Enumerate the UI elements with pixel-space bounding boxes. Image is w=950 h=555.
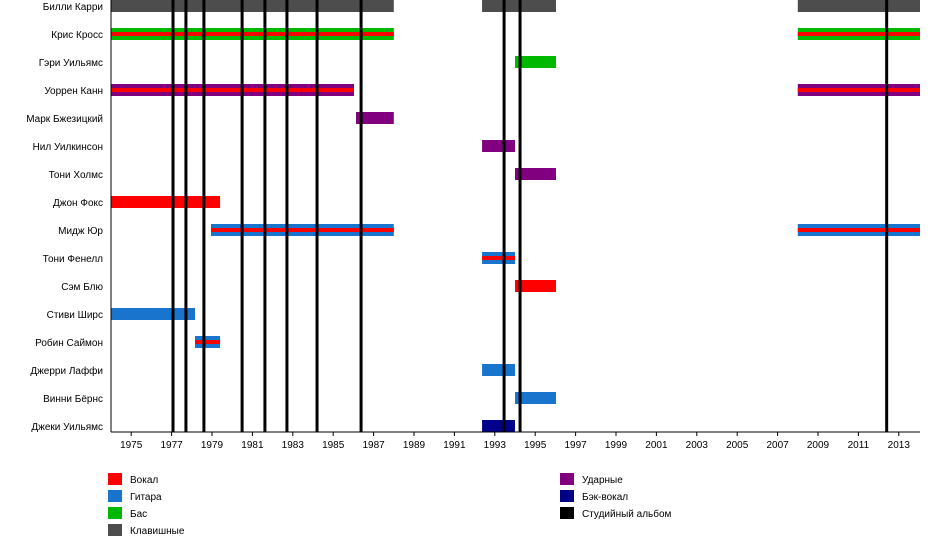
x-tick-label: 2013 — [888, 440, 911, 451]
bar-guitar — [482, 364, 515, 376]
member-label: Робин Саймон — [35, 337, 103, 349]
legend-label: Ударные — [582, 475, 623, 486]
bar-stripe-vocal — [210, 228, 394, 232]
legend-label: Клавишные — [130, 526, 185, 537]
member-label: Мидж Юр — [58, 226, 103, 237]
x-tick-label: 1991 — [443, 440, 466, 451]
x-tick-label: 1987 — [362, 440, 385, 451]
x-tick-label: 1981 — [241, 440, 264, 451]
bar-vocal — [111, 196, 221, 208]
member-label: Стиви Ширс — [47, 310, 103, 321]
x-tick-label: 1993 — [484, 440, 507, 451]
x-tick-label: 1995 — [524, 440, 547, 451]
member-label: Сэм Блю — [61, 282, 103, 293]
x-tick-label: 2003 — [686, 440, 709, 451]
legend-swatch-bass — [108, 507, 122, 519]
x-tick-label: 1985 — [322, 440, 345, 451]
bar-stripe-vocal — [195, 340, 221, 344]
bar-drums — [356, 112, 394, 124]
bar-stripe-vocal — [111, 88, 355, 92]
legend-label: Бас — [130, 509, 147, 520]
legend-label: Вокал — [130, 475, 158, 486]
member-label: Крис Кросс — [51, 30, 103, 41]
legend-swatch-drums — [560, 473, 574, 485]
member-label: Джеки Уильямс — [31, 422, 103, 433]
bar-stripe-vocal — [797, 228, 920, 232]
x-tick-label: 1975 — [120, 440, 143, 451]
bar-stripe-vocal — [111, 32, 394, 36]
bar-keys — [111, 0, 394, 12]
x-tick-label: 1997 — [564, 440, 587, 451]
bar-drums — [514, 168, 557, 180]
bar-stripe-vocal — [797, 88, 920, 92]
legend-label: Бэк-вокал — [582, 492, 628, 503]
bar-vocal — [514, 280, 557, 292]
bar-guitar — [111, 308, 196, 320]
bar-keys — [797, 0, 920, 12]
member-label: Уоррен Канн — [44, 86, 103, 97]
member-label: Марк Бжезицкий — [26, 114, 103, 125]
x-tick-label: 1989 — [403, 440, 426, 451]
member-label: Гэри Уильямс — [39, 58, 103, 69]
x-tick-label: 1983 — [282, 440, 305, 451]
member-label: Тони Фенелл — [43, 254, 104, 265]
legend-swatch-keys — [108, 524, 122, 536]
legend-swatch-album — [560, 507, 574, 519]
bar-stripe-vocal — [797, 32, 920, 36]
x-tick-label: 1999 — [605, 440, 628, 451]
x-tick-label: 2011 — [848, 440, 870, 451]
x-tick-label: 2001 — [645, 440, 668, 451]
member-label: Винни Бёрнс — [43, 394, 103, 405]
x-tick-label: 1979 — [201, 440, 224, 451]
bar-guitar — [514, 392, 557, 404]
legend-swatch-guitar — [108, 490, 122, 502]
member-label: Тони Холмс — [49, 170, 103, 181]
member-label: Билли Карри — [43, 2, 103, 13]
legend-label: Студийный альбом — [582, 508, 672, 520]
member-label: Джон Фокс — [53, 198, 103, 209]
x-tick-label: 2007 — [766, 440, 789, 451]
bar-bass — [514, 56, 557, 68]
x-tick-label: 2009 — [807, 440, 830, 451]
x-tick-label: 2005 — [726, 440, 749, 451]
member-label: Джерри Лаффи — [30, 365, 103, 377]
x-tick-label: 1977 — [160, 440, 183, 451]
member-label: Нил Уилкинсон — [33, 142, 103, 153]
legend-label: Гитара — [130, 492, 162, 503]
bar-backing — [482, 420, 515, 432]
legend-swatch-vocal — [108, 473, 122, 485]
legend-swatch-backing — [560, 490, 574, 502]
bar-drums — [482, 140, 515, 152]
bar-stripe-vocal — [482, 256, 515, 260]
